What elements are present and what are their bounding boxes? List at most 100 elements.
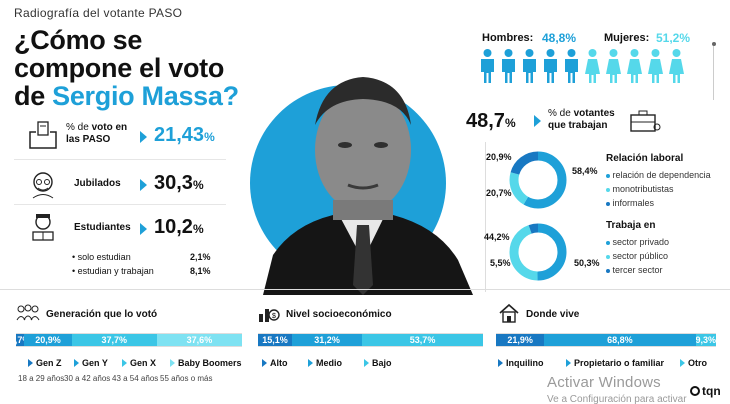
- generacion-legend-sub: 43 a 54 años: [112, 374, 159, 383]
- voto-value-number: 21,43: [154, 124, 205, 146]
- woman-icon: [669, 49, 684, 83]
- man-icon: [544, 49, 557, 83]
- trabajan-label-prefix: % de: [548, 108, 574, 119]
- student-icon: [32, 214, 54, 241]
- relacion-legend: relación de dependencia monotributistas …: [606, 168, 711, 210]
- legend-dot: [606, 241, 610, 245]
- generacion-bar: 3,7%20,9%37,7%37,6%: [16, 333, 242, 347]
- activation-watermark: Activar Windows: [547, 374, 661, 391]
- legend-arrow-icon: [308, 359, 313, 367]
- voto-label-bold: voto: [91, 122, 113, 133]
- trabaja-en-donut: [509, 223, 567, 281]
- trabaja-label-left-top: 44,2%: [484, 232, 510, 242]
- nivel-legend-item: Medio: [308, 358, 342, 368]
- trabaja-legend-item: sector público: [606, 249, 669, 263]
- nivel-legend-item: Bajo: [364, 358, 392, 368]
- vive-legend-label: Propietario o familiar: [574, 358, 665, 368]
- generacion-segment: 37,6%: [156, 334, 242, 346]
- bottom-band-divider: [0, 289, 730, 290]
- voto-label-prefix: % de: [66, 122, 92, 133]
- relacion-legend-label: monotributistas: [612, 184, 674, 194]
- estudiantes-arrow-icon: [140, 223, 147, 235]
- generacion-legend-sub: 18 a 29 años: [18, 374, 65, 383]
- estudiantes-value: 10,2%: [154, 216, 204, 239]
- vive-segment: 68,8%: [544, 334, 696, 346]
- relacion-slice: [509, 151, 567, 209]
- trabaja-title: Trabaja en: [606, 220, 656, 231]
- nivel-legend-label: Bajo: [372, 358, 392, 368]
- jubilados-label: Jubilados: [74, 178, 121, 189]
- generacion-segment: 3,7%: [16, 334, 25, 346]
- jubilados-value: 30,3%: [154, 172, 204, 195]
- generacion-legend-label: Gen Y: [82, 358, 108, 368]
- jubilados-value-unit: %: [192, 178, 204, 192]
- legend-dot: [606, 269, 610, 273]
- work-divider-line: [485, 142, 486, 292]
- jubilados-value-number: 30,3: [154, 172, 193, 194]
- estudiantes-value-number: 10,2: [154, 216, 193, 238]
- estudian-trabajan-label: estudian y trabajan: [77, 266, 154, 276]
- jubilados-row: Jubilados 30,3%: [14, 165, 226, 205]
- relacion-label-left-bottom: 20,7%: [486, 188, 512, 198]
- woman-icon: [648, 49, 663, 83]
- nivel-segment: 15,1%: [258, 334, 292, 346]
- estudian-trabajan-value: 8,1%: [190, 266, 211, 276]
- nivel-segment: 31,2%: [291, 334, 363, 346]
- brand-icon: [690, 386, 700, 396]
- trabajan-label: % de votantes que trabajan: [548, 108, 615, 132]
- relacion-legend-item: monotributistas: [606, 182, 711, 196]
- relacion-legend-label: informales: [612, 198, 655, 208]
- title-line-1: ¿Cómo se: [14, 25, 143, 55]
- generacion-legend-label: Gen Z: [36, 358, 62, 368]
- money-chart-icon: $: [259, 309, 280, 322]
- generacion-legend-sub: 55 años o más: [160, 374, 213, 383]
- voto-arrow-icon: [140, 131, 147, 143]
- nivel-title: Nivel socioeconómico: [286, 309, 392, 320]
- trabaja-legend-item: sector privado: [606, 235, 669, 249]
- brand-logo: tqn: [690, 384, 721, 398]
- vive-legend-label: Otro: [688, 358, 707, 368]
- trabajan-arrow-icon: [534, 115, 541, 127]
- voto-label: % de voto en las PASO: [66, 122, 127, 146]
- legend-arrow-icon: [680, 359, 685, 367]
- legend-dot: [606, 202, 610, 206]
- legend-arrow-icon: [74, 359, 79, 367]
- generacion-legend-item: Gen Z: [28, 358, 62, 368]
- estudiantes-row: Estudiantes 10,2% • solo estudian 2,1% •…: [14, 210, 226, 280]
- legend-arrow-icon: [262, 359, 267, 367]
- legend-dot: [606, 174, 610, 178]
- legend-arrow-icon: [28, 359, 33, 367]
- vive-bar: 21,9% 68,8% 9,3%: [496, 333, 716, 347]
- title-line-3: de Sergio Massa?: [14, 82, 239, 110]
- generacion-segment: 37,7%: [71, 334, 157, 346]
- vive-legend-item: Propietario o familiar: [566, 358, 664, 368]
- divider-dot: [712, 42, 716, 46]
- man-icon: [502, 49, 515, 83]
- trabaja-legend-label: sector público: [612, 251, 669, 261]
- solo-estudian-item: • solo estudian: [72, 252, 131, 262]
- trabaja-slice: [509, 223, 567, 281]
- estudiantes-label: Estudiantes: [74, 222, 131, 233]
- divider-line: [713, 46, 714, 100]
- svg-text:$: $: [272, 313, 276, 320]
- activation-watermark-sub: Ve a Configuración para activar: [547, 394, 687, 404]
- generacion-legend-item: Gen X: [122, 358, 156, 368]
- trabaja-legend-label: tercer sector: [612, 265, 663, 275]
- voto-label-line2: las PASO: [66, 134, 111, 145]
- page-title: ¿Cómo se compone el voto de Sergio Massa…: [14, 26, 239, 110]
- woman-icon: [606, 49, 621, 83]
- legend-dot: [606, 188, 610, 192]
- generacion-legend-label: Baby Boomers: [178, 358, 242, 368]
- legend-arrow-icon: [122, 359, 127, 367]
- vive-legend-item: Otro: [680, 358, 707, 368]
- voto-label-suffix: en: [112, 122, 128, 133]
- vive-legend-label: Inquilino: [506, 358, 544, 368]
- man-icon: [481, 49, 494, 83]
- house-icon: [499, 303, 519, 323]
- title-line-2: compone el voto: [14, 53, 225, 83]
- nivel-legend-label: Alto: [270, 358, 288, 368]
- trabaja-legend-label: sector privado: [612, 237, 670, 247]
- relacion-title: Relación laboral: [606, 153, 684, 164]
- vive-segment: 9,3%: [695, 334, 716, 346]
- hombres-value: 48,8%: [542, 31, 577, 45]
